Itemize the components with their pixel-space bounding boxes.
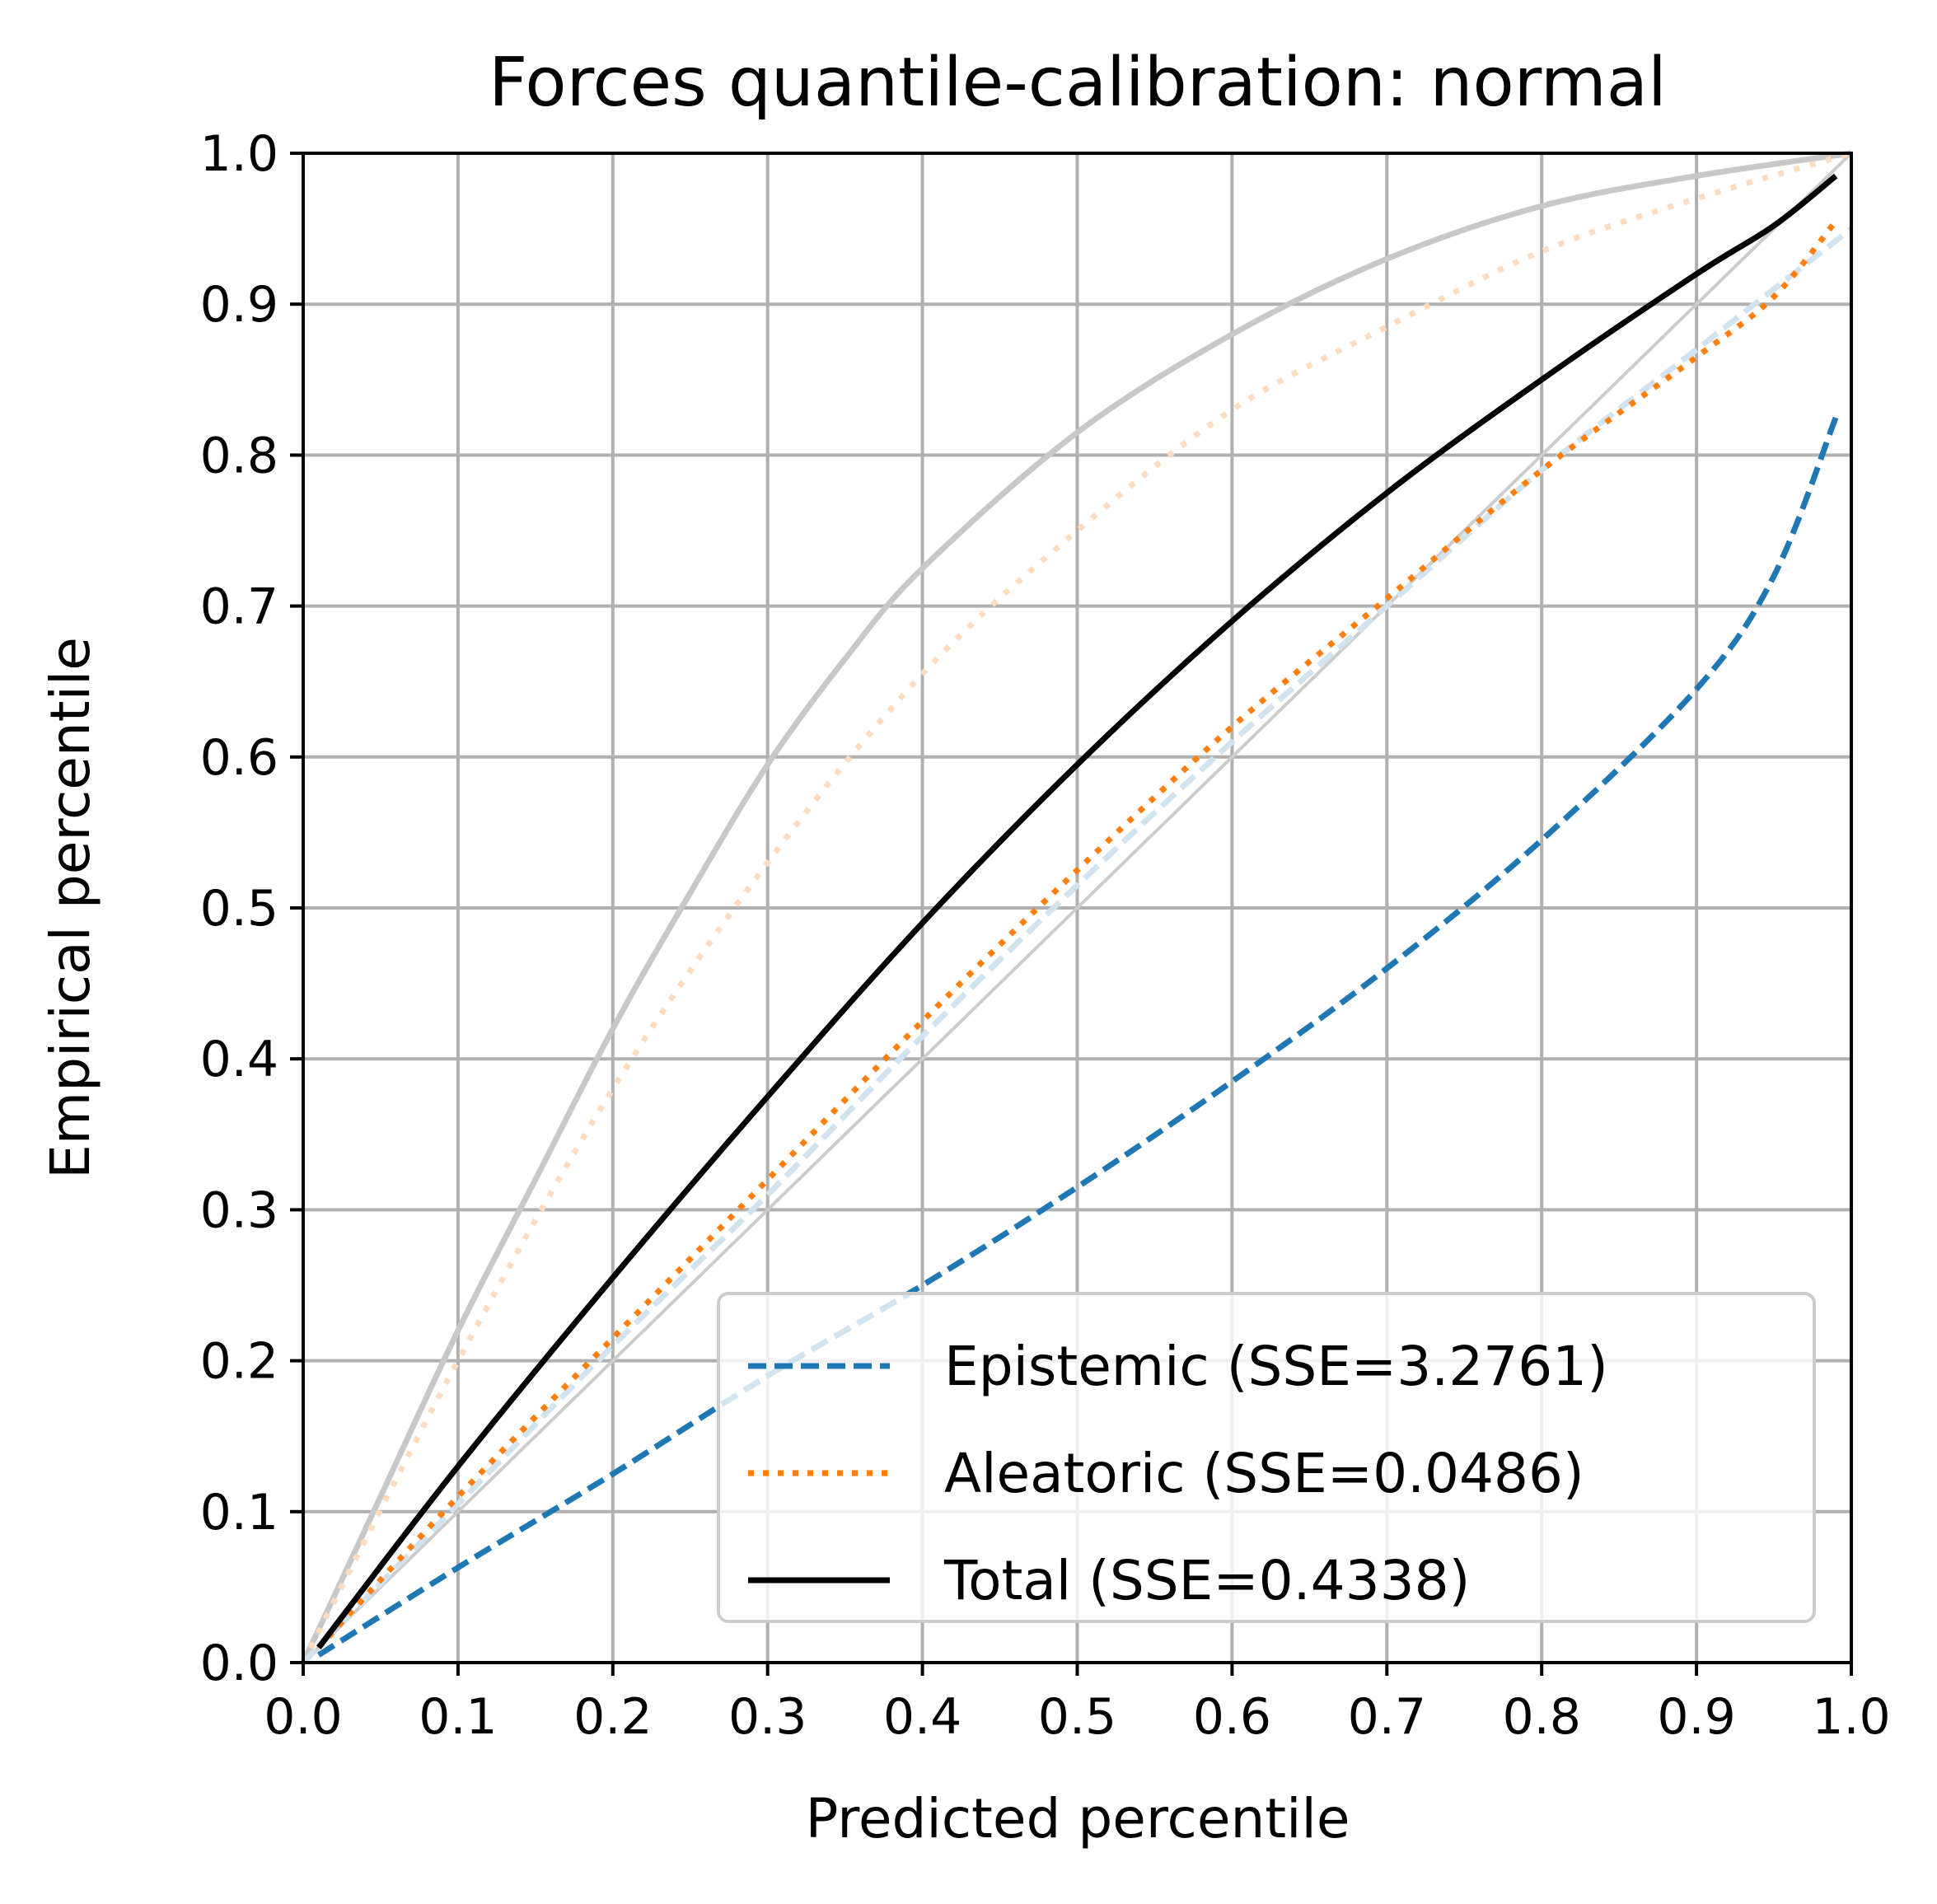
reference-curve-faint-dotted: [300, 150, 1852, 1664]
reference-curves-layer: [300, 150, 1854, 1665]
y-tick-label: 0.9: [200, 276, 278, 334]
reference-curve-grey-upper: [300, 150, 1852, 1664]
y-tick-label: 0.5: [200, 880, 278, 938]
tick-layer: 0.0 0.1 0.2 0.3 0.4 0.5 0.6 0.7 0.8 0.9 1.0 0.0 0.1 0…: [200, 125, 1891, 1746]
legend-label-2: Total (SSE=0.4338): [943, 1549, 1470, 1612]
x-tick-label: 0.9: [1657, 1688, 1735, 1746]
x-tick-label: 0.3: [728, 1688, 807, 1746]
legend: Epistemic (SSE=3.2761) Aleatoric (SSE=0.0…: [717, 1292, 1816, 1623]
y-tick-label: 1.0: [200, 125, 278, 183]
y-tick-label: 0.1: [200, 1484, 278, 1541]
legend-label-1: Aleatoric (SSE=0.0486): [944, 1442, 1584, 1505]
series-layer: [316, 173, 1839, 1658]
y-tick-label: 0.6: [200, 729, 278, 787]
y-tick-label: 0.8: [200, 427, 278, 484]
x-tick-label: 0.6: [1193, 1688, 1271, 1746]
x-tick-label: 0.8: [1502, 1688, 1580, 1746]
reference-curve-diagonal: [302, 152, 1853, 1664]
x-tick-label: 0.5: [1038, 1688, 1116, 1746]
series-line-0: [316, 416, 1839, 1658]
x-tick-label: 0.0: [264, 1688, 342, 1746]
x-tick-label: 1.0: [1812, 1688, 1890, 1746]
y-tick-label: 0.3: [200, 1181, 278, 1239]
x-axis-label: Predicted percentile: [806, 1787, 1350, 1850]
reference-curve-faint-dashed: [301, 226, 1854, 1665]
legend-entries: Epistemic (SSE=3.2761) Aleatoric (SSE=0.0…: [748, 1335, 1608, 1612]
x-tick-label: 0.7: [1348, 1688, 1426, 1746]
series-line-2: [316, 173, 1838, 1649]
legend-frame: [717, 1292, 1816, 1623]
chart-title: Forces quantile-calibration: normal: [489, 44, 1667, 122]
x-tick-label: 0.2: [573, 1688, 652, 1746]
y-tick-label: 0.2: [200, 1333, 278, 1391]
y-tick-label: 0.0: [200, 1635, 278, 1692]
y-tick-label: 0.4: [200, 1031, 278, 1088]
x-tick-label: 0.1: [419, 1688, 497, 1746]
x-tick-label: 0.4: [883, 1688, 961, 1746]
legend-label-0: Epistemic (SSE=3.2761): [944, 1335, 1608, 1398]
y-tick-label: 0.7: [200, 578, 278, 636]
y-axis-label: Empirical percentile: [39, 637, 102, 1179]
